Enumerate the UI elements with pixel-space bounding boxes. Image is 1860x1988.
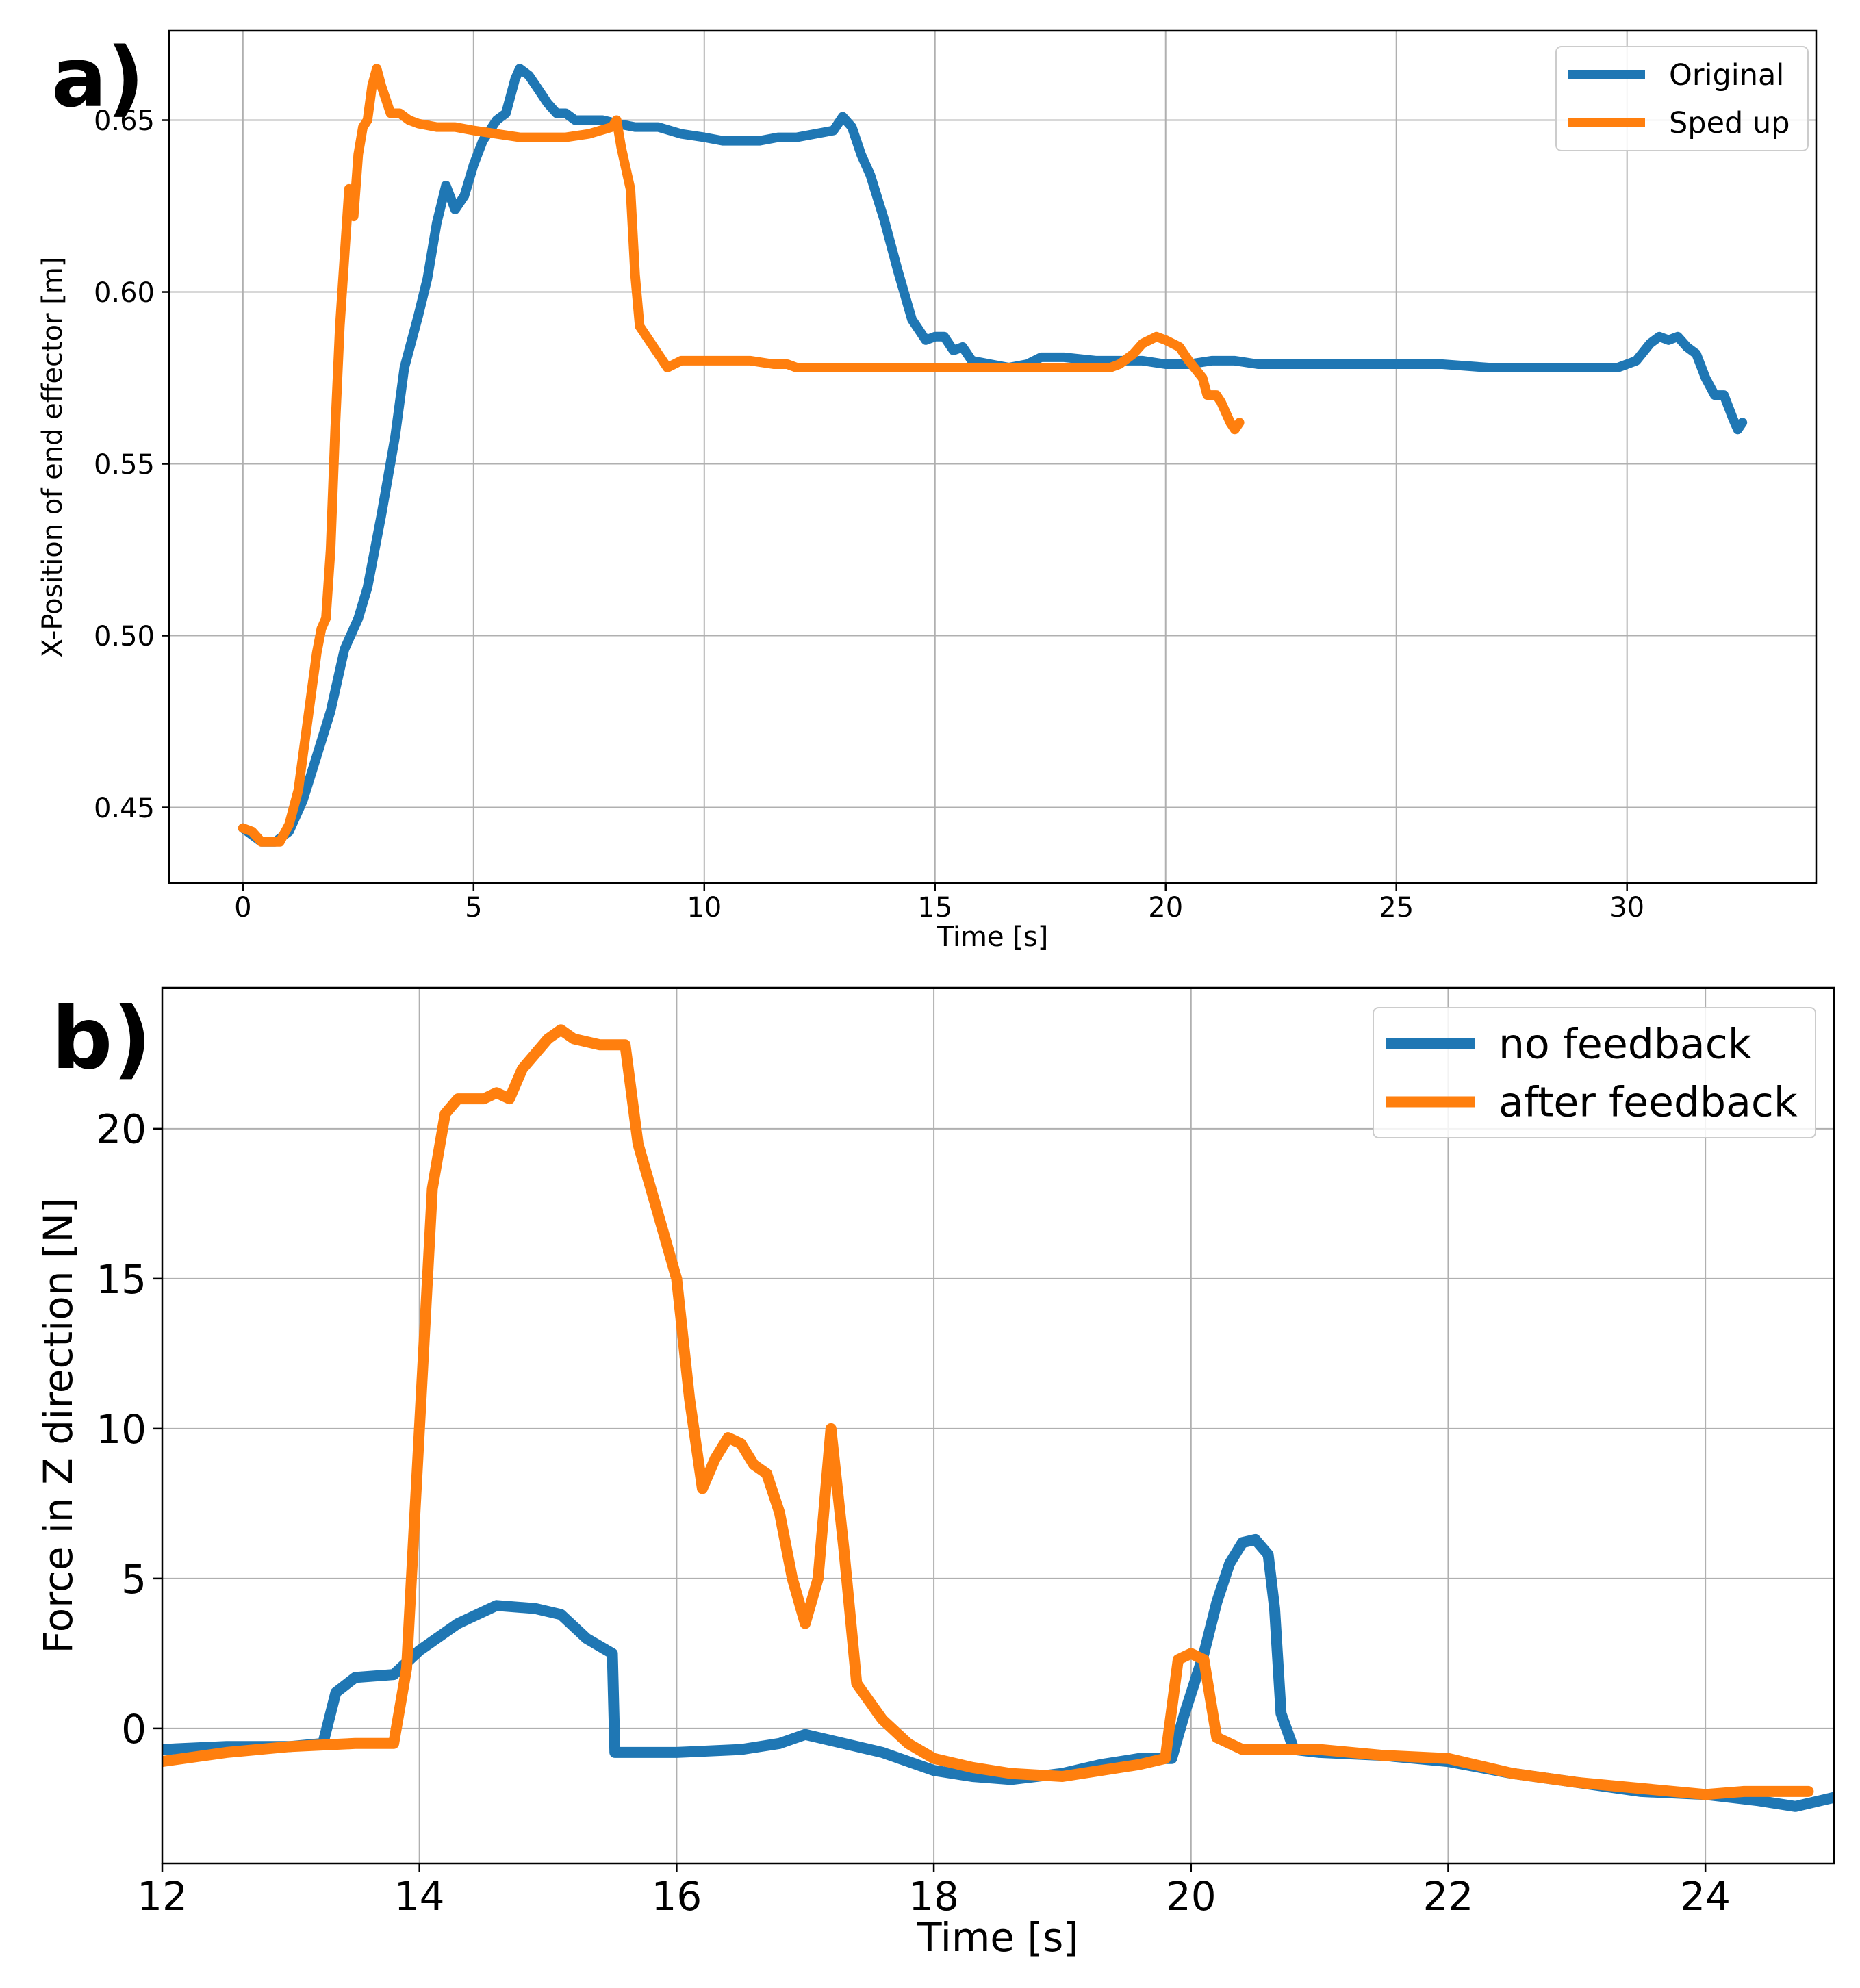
x-tick-label: 0 xyxy=(234,892,251,923)
legend: Original Sped up xyxy=(1555,46,1809,151)
series-line-sped-up xyxy=(238,64,1245,847)
y-tick-label: 0.65 xyxy=(94,105,155,137)
axes-frame xyxy=(168,29,1818,884)
x-tick-label: 18 xyxy=(908,1873,959,1920)
y-axis-label: X-Position of end effector [m] xyxy=(37,257,68,658)
x-tick-label: 20 xyxy=(1148,892,1183,923)
legend-label: Original xyxy=(1669,58,1784,92)
panel-a-label: a) xyxy=(51,31,144,126)
y-tick-label: 0 xyxy=(121,1706,146,1753)
x-tick-label: 30 xyxy=(1609,892,1644,923)
legend-box xyxy=(1373,1007,1816,1138)
y-tick-label: 0.60 xyxy=(94,277,155,309)
y-tick-label: 0.55 xyxy=(94,449,155,481)
legend-label: after feedback xyxy=(1499,1079,1798,1127)
x-tick-label: 14 xyxy=(394,1873,445,1920)
y-tick-label: 15 xyxy=(96,1256,146,1303)
y-tick-label: 0.50 xyxy=(94,621,155,652)
series-line-original xyxy=(238,64,1748,847)
y-tick-label: 10 xyxy=(96,1406,146,1453)
x-tick-label: 5 xyxy=(465,892,482,923)
legend-label: no feedback xyxy=(1499,1021,1752,1069)
series-line-after-feedback xyxy=(162,1024,1814,1800)
chart-panel-b: 12 14 16 18 20 22 24 0 5 10 15 20 Time [s] Force in Z… xyxy=(35,986,1835,1961)
x-tick-label: 22 xyxy=(1423,1873,1474,1920)
y-tick-label: 0.45 xyxy=(94,793,155,824)
legend: no feedback after feedback xyxy=(1373,1007,1816,1138)
x-tick-label: 12 xyxy=(137,1873,188,1920)
x-tick-label: 15 xyxy=(917,892,952,923)
x-tick-label: 20 xyxy=(1166,1873,1216,1920)
y-tick-label: 5 xyxy=(121,1556,146,1603)
axes-frame xyxy=(161,986,1835,1865)
y-axis-label: Force in Z direction [N] xyxy=(35,1197,81,1653)
x-axis-label: Time [s] xyxy=(917,1914,1079,1961)
x-tick-label: 16 xyxy=(651,1873,702,1920)
x-tick-label: 24 xyxy=(1680,1873,1731,1920)
x-axis-label: Time [s] xyxy=(937,921,1049,953)
x-tick-label: 10 xyxy=(687,892,722,923)
legend-label: Sped up xyxy=(1669,106,1790,140)
x-tick-label: 25 xyxy=(1379,892,1414,923)
y-tick-label: 20 xyxy=(96,1106,146,1153)
panel-b-label: b) xyxy=(51,989,152,1088)
chart-panel-a: 0 5 10 15 20 25 30 0.45 0.50 0.55 0.60 0.65 Time [s]… xyxy=(37,29,1818,953)
